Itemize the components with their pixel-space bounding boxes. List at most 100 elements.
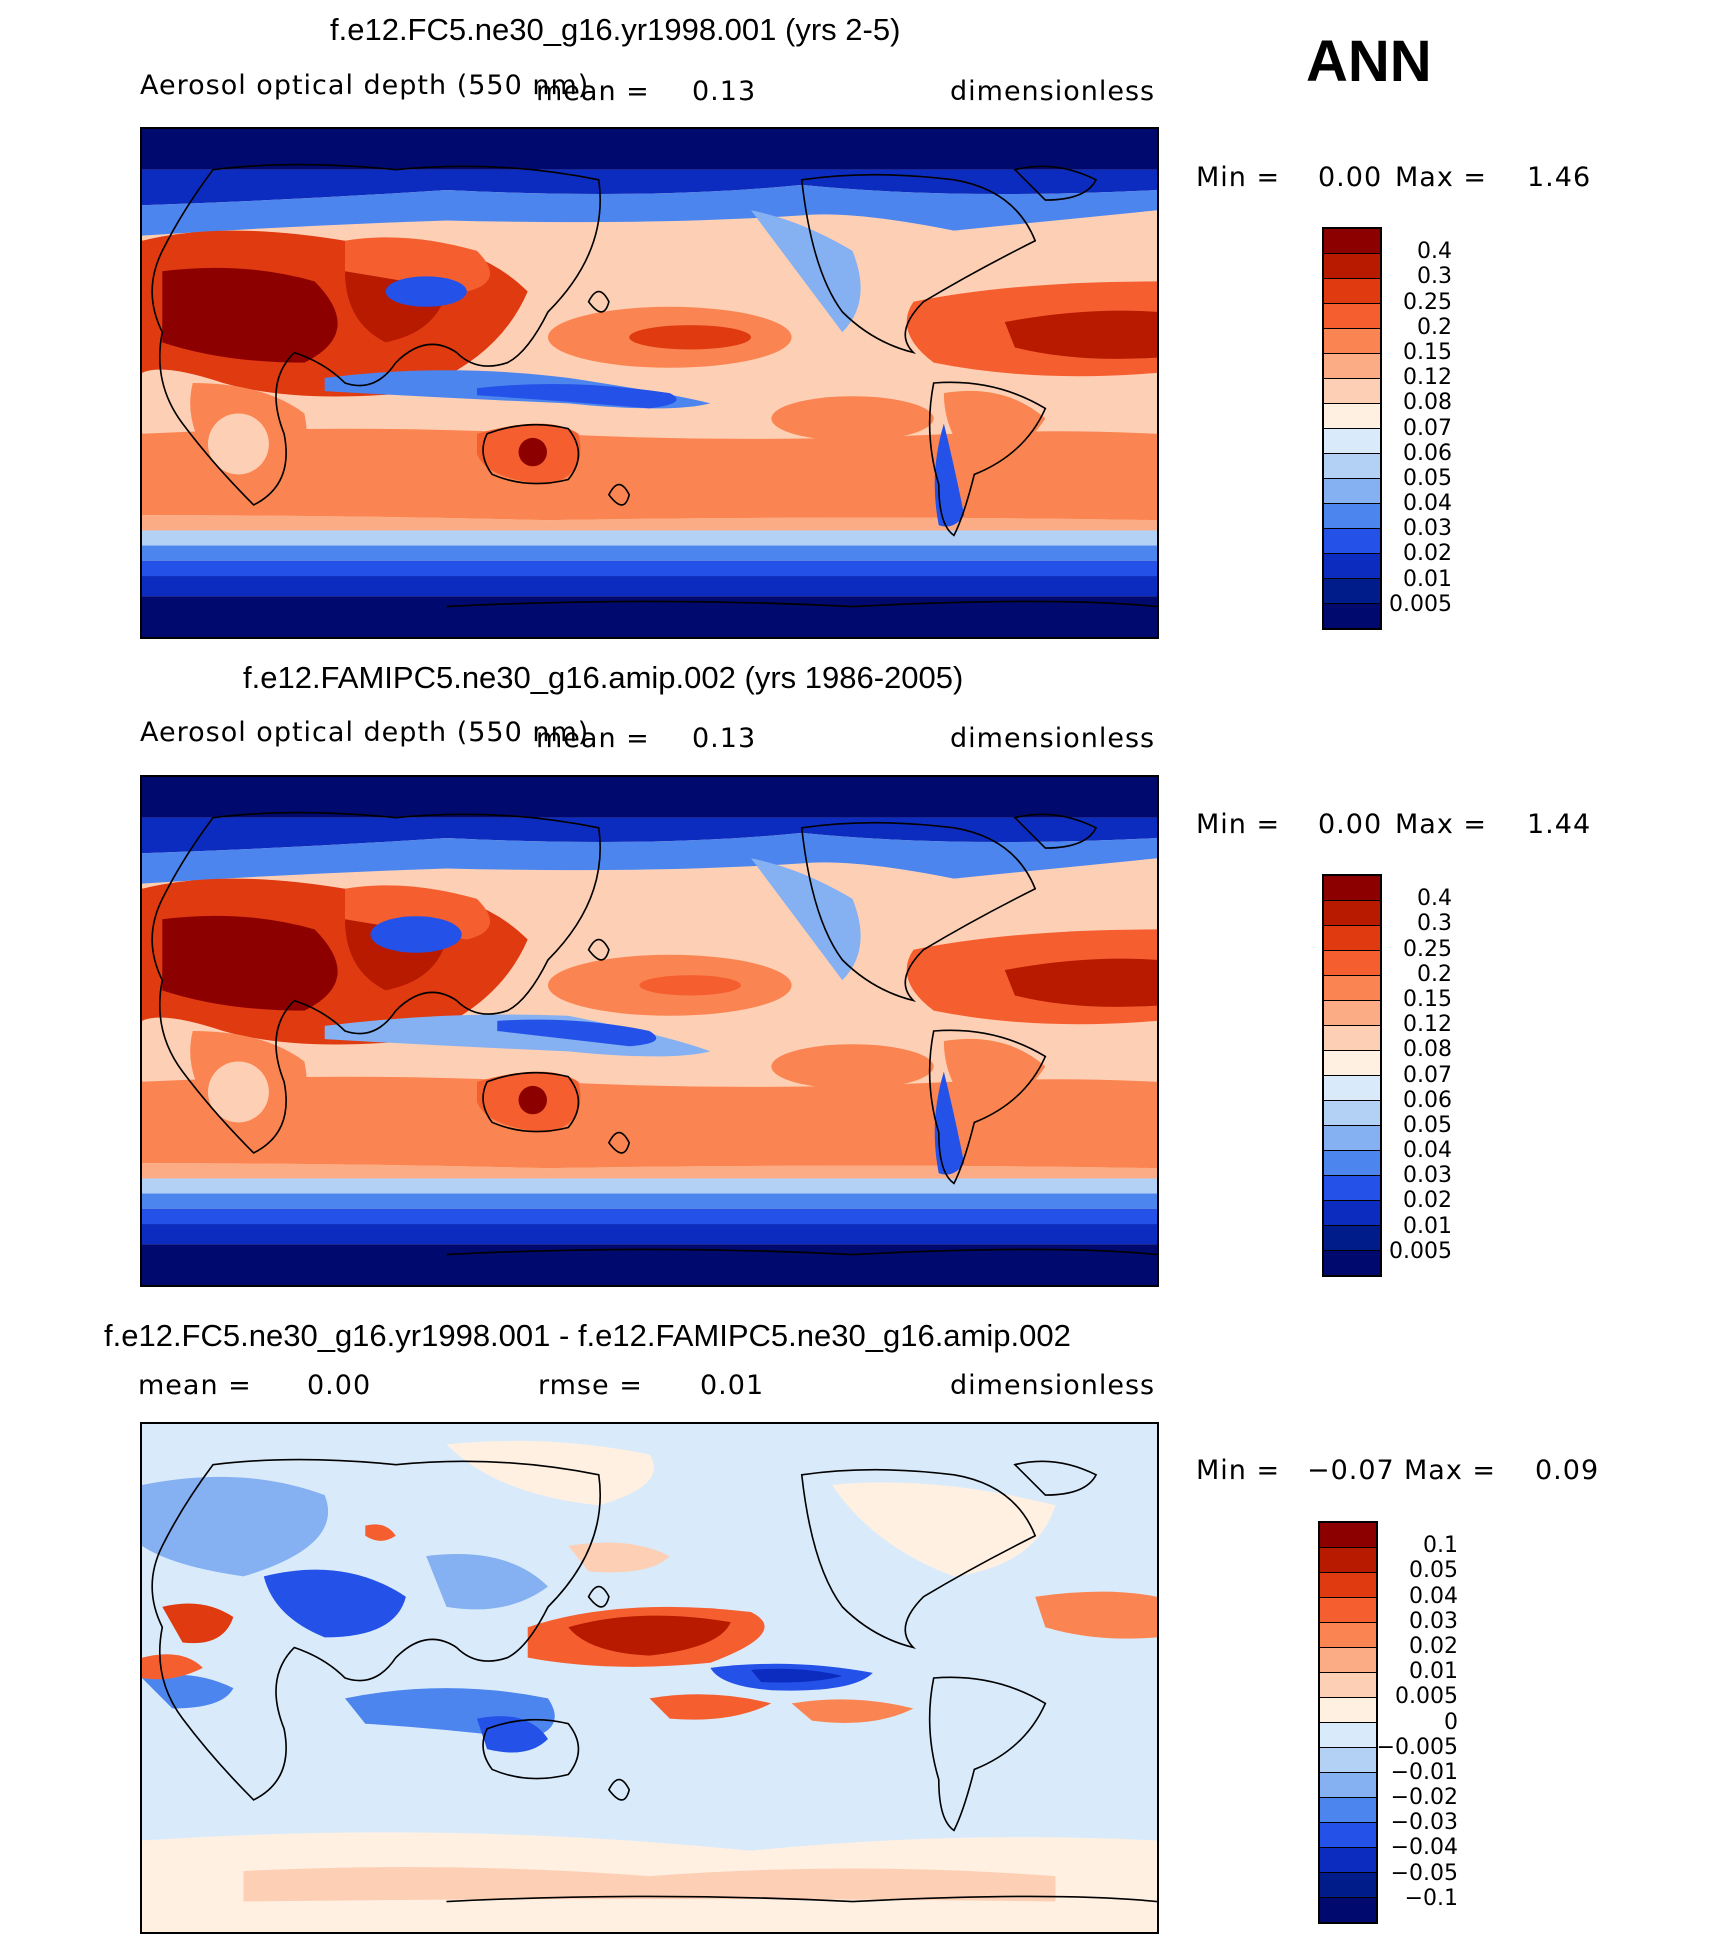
colorbar-tick-label: 0.04 — [1403, 1138, 1452, 1164]
colorbar-tick-label: 0.03 — [1403, 1163, 1452, 1189]
panel-2-map-field — [142, 777, 1157, 1285]
colorbar-segment — [1324, 479, 1380, 504]
colorbar-segment — [1320, 1798, 1376, 1823]
colorbar-segment — [1324, 1151, 1380, 1176]
colorbar-tick-label: −0.05 — [1390, 1860, 1458, 1886]
colorbar-tick-label: 0.3 — [1417, 911, 1452, 937]
colorbar-segment — [1320, 1748, 1376, 1773]
colorbar-segment — [1324, 229, 1380, 254]
colorbar-tick-label: 0.12 — [1403, 1012, 1452, 1038]
colorbar-segment — [1324, 951, 1380, 976]
panel-1-colorbar — [1322, 227, 1382, 630]
colorbar-segment — [1320, 1823, 1376, 1848]
colorbar-segment — [1324, 279, 1380, 304]
colorbar-segment — [1324, 1026, 1380, 1051]
colorbar-tick-label: 0.03 — [1403, 516, 1452, 542]
colorbar-segment — [1324, 404, 1380, 429]
panel-2-title: f.e12.FAMIPC5.ne30_g16.amip.002 (yrs 198… — [243, 660, 964, 695]
colorbar-segment — [1324, 1076, 1380, 1101]
panel-3-rmse-label: rmse = — [538, 1370, 643, 1401]
colorbar-segment — [1324, 429, 1380, 454]
colorbar-tick-label: 0.07 — [1403, 415, 1452, 441]
colorbar-tick-label: 0.03 — [1409, 1608, 1458, 1634]
panel-2-colorbar-segments — [1324, 876, 1380, 1275]
colorbar-tick-label: 0.005 — [1395, 1684, 1458, 1710]
colorbar-segment — [1320, 1648, 1376, 1673]
panel-3-min-label: Min = — [1196, 1455, 1281, 1486]
colorbar-tick-label: 0.15 — [1403, 986, 1452, 1012]
colorbar-segment — [1320, 1873, 1376, 1898]
colorbar-tick-label: 0.08 — [1403, 1037, 1452, 1063]
colorbar-segment — [1324, 926, 1380, 951]
colorbar-segment — [1320, 1548, 1376, 1573]
colorbar-tick-label: 0.1 — [1423, 1533, 1458, 1559]
colorbar-tick-label: 0.15 — [1403, 339, 1452, 365]
colorbar-segment — [1324, 554, 1380, 579]
colorbar-segment — [1320, 1673, 1376, 1698]
colorbar-segment — [1320, 1698, 1376, 1723]
colorbar-segment — [1324, 529, 1380, 554]
colorbar-segment — [1324, 876, 1380, 901]
colorbar-tick-label: 0.12 — [1403, 365, 1452, 391]
panel-1-colorbar-segments — [1324, 229, 1380, 628]
colorbar-tick-label: 0.04 — [1403, 491, 1452, 517]
colorbar-tick-label: 0.05 — [1409, 1558, 1458, 1584]
panel-3-mean-label: mean = — [138, 1370, 252, 1401]
colorbar-tick-label: 0.05 — [1403, 1112, 1452, 1138]
colorbar-tick-label: −0.1 — [1404, 1885, 1458, 1911]
colorbar-segment — [1324, 1176, 1380, 1201]
colorbar-segment — [1324, 379, 1380, 404]
colorbar-segment — [1320, 1773, 1376, 1798]
panel-2-mean-label: mean = — [536, 723, 650, 754]
colorbar-segment — [1324, 304, 1380, 329]
colorbar-tick-label: 0.2 — [1417, 961, 1452, 987]
colorbar-tick-label: 0.005 — [1389, 1238, 1452, 1264]
colorbar-tick-label: 0.3 — [1417, 264, 1452, 290]
colorbar-segment — [1324, 1001, 1380, 1026]
colorbar-tick-label: 0.06 — [1403, 440, 1452, 466]
colorbar-segment — [1324, 579, 1380, 604]
panel-2-variable: Aerosol optical depth (550 nm) — [140, 717, 590, 748]
colorbar-segment — [1324, 454, 1380, 479]
colorbar-segment — [1324, 504, 1380, 529]
colorbar-segment — [1320, 1848, 1376, 1873]
panel-1-mean-label: mean = — [536, 76, 650, 107]
colorbar-tick-label: 0.02 — [1409, 1633, 1458, 1659]
panel-1-variable: Aerosol optical depth (550 nm) — [140, 70, 590, 101]
colorbar-tick-label: 0.01 — [1403, 1213, 1452, 1239]
panel-2-mean-value: 0.13 — [692, 723, 757, 754]
colorbar-tick-label: −0.01 — [1390, 1759, 1458, 1785]
colorbar-tick-label: −0.005 — [1376, 1734, 1458, 1760]
colorbar-tick-label: −0.03 — [1390, 1810, 1458, 1836]
colorbar-tick-label: 0.4 — [1417, 886, 1452, 912]
colorbar-segment — [1324, 354, 1380, 379]
season-label: ANN — [1306, 29, 1432, 94]
colorbar-segment — [1324, 1051, 1380, 1076]
panel-1-title: f.e12.FC5.ne30_g16.yr1998.001 (yrs 2-5) — [330, 12, 901, 47]
colorbar-tick-label: 0.01 — [1409, 1659, 1458, 1685]
panel-3-mean-value: 0.00 — [307, 1370, 372, 1401]
panel-2-max-value: 1.44 — [1527, 809, 1592, 840]
colorbar-tick-label: 0.005 — [1389, 591, 1452, 617]
colorbar-segment — [1324, 976, 1380, 1001]
colorbar-segment — [1324, 1226, 1380, 1251]
colorbar-segment — [1324, 1101, 1380, 1126]
panel-2-colorbar — [1322, 874, 1382, 1277]
panel-1-map-field — [142, 129, 1157, 637]
panel-1-max-value: 1.46 — [1527, 162, 1592, 193]
colorbar-tick-label: 0.4 — [1417, 239, 1452, 265]
colorbar-tick-label: 0 — [1444, 1709, 1458, 1735]
colorbar-tick-label: 0.25 — [1403, 289, 1452, 315]
panel-3-colorbar-segments — [1320, 1523, 1376, 1922]
colorbar-tick-label: 0.01 — [1403, 566, 1452, 592]
colorbar-segment — [1324, 1126, 1380, 1151]
panel-3-rmse-value: 0.01 — [700, 1370, 765, 1401]
colorbar-tick-label: 0.08 — [1403, 390, 1452, 416]
colorbar-segment — [1324, 1201, 1380, 1226]
panel-2-max-label: Max = — [1395, 809, 1488, 840]
colorbar-tick-label: 0.02 — [1403, 541, 1452, 567]
panel-3-map-field — [142, 1424, 1157, 1932]
panel-2-min-value: 0.00 — [1318, 809, 1383, 840]
colorbar-segment — [1320, 1573, 1376, 1598]
panel-3-colorbar — [1318, 1521, 1378, 1924]
